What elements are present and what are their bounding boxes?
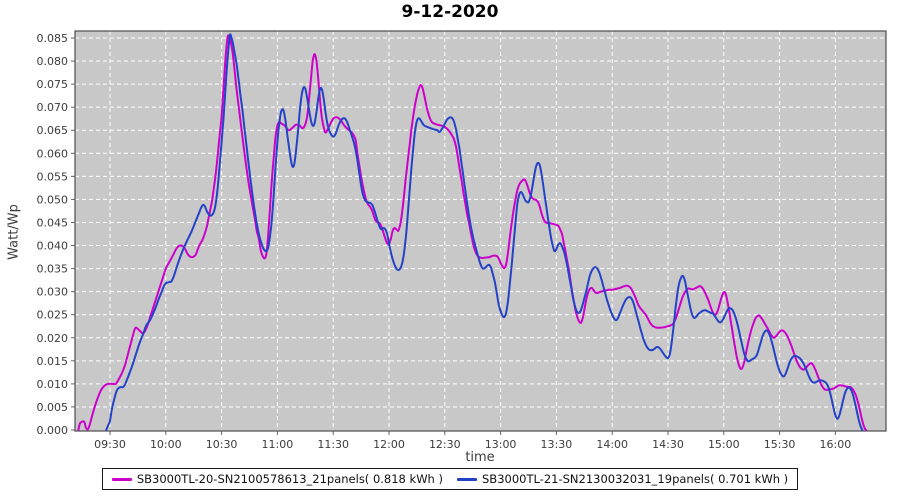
y-tick-label: 0.055 bbox=[37, 170, 69, 183]
y-tick-label: 0.065 bbox=[37, 124, 69, 137]
y-tick-label: 0.045 bbox=[37, 216, 69, 229]
y-tick-label: 0.070 bbox=[37, 101, 69, 114]
x-tick-label: 13:30 bbox=[541, 438, 573, 451]
legend-label: SB3000TL-21-SN2130032031_19panels( 0.701… bbox=[482, 472, 789, 486]
legend-line-swatch bbox=[457, 477, 477, 481]
y-tick-label: 0.025 bbox=[37, 309, 69, 322]
x-tick-label: 15:00 bbox=[708, 438, 740, 451]
x-tick-label: 10:30 bbox=[206, 438, 238, 451]
legend-row: SB3000TL-20-SN2100578613_21panels( 0.818… bbox=[0, 468, 900, 490]
chart-title: 9-12-2020 bbox=[401, 2, 499, 22]
x-tick-label: 11:00 bbox=[262, 438, 294, 451]
y-tick-label: 0.075 bbox=[37, 78, 69, 91]
x-tick-label: 14:30 bbox=[652, 438, 684, 451]
plot-background bbox=[75, 31, 886, 431]
x-tick-label: 14:00 bbox=[596, 438, 628, 451]
legend-item-0: SB3000TL-20-SN2100578613_21panels( 0.818… bbox=[111, 472, 443, 486]
legend: SB3000TL-20-SN2100578613_21panels( 0.818… bbox=[101, 468, 799, 490]
y-tick-label: 0.005 bbox=[37, 401, 69, 414]
x-tick-label: 10:00 bbox=[150, 438, 182, 451]
y-tick-label: 0.010 bbox=[37, 378, 69, 391]
x-tick-label: 13:00 bbox=[485, 438, 517, 451]
y-tick-label: 0.040 bbox=[37, 240, 69, 253]
x-tick-label: 12:30 bbox=[429, 438, 461, 451]
y-tick-label: 0.020 bbox=[37, 332, 69, 345]
y-tick-label: 0.085 bbox=[37, 32, 69, 45]
y-tick-label: 0.030 bbox=[37, 286, 69, 299]
legend-label: SB3000TL-20-SN2100578613_21panels( 0.818… bbox=[136, 472, 443, 486]
x-axis-title: time bbox=[465, 450, 495, 465]
x-tick-label: 12:00 bbox=[373, 438, 405, 451]
x-tick-label: 11:30 bbox=[317, 438, 349, 451]
series-line-1 bbox=[105, 33, 864, 431]
legend-item-1: SB3000TL-21-SN2130032031_19panels( 0.701… bbox=[457, 472, 788, 486]
x-tick-label: 16:00 bbox=[820, 438, 852, 451]
y-tick-label: 0.050 bbox=[37, 193, 69, 206]
y-tick-label: 0.015 bbox=[37, 355, 69, 368]
legend-line-swatch bbox=[111, 477, 132, 481]
y-axis-title: Watt/Wp bbox=[6, 204, 22, 260]
x-tick-label: 15:30 bbox=[764, 438, 796, 451]
x-tick-label: 09:30 bbox=[94, 438, 126, 451]
y-tick-label: 0.000 bbox=[37, 424, 69, 437]
series-line-0 bbox=[77, 34, 868, 431]
y-tick-label: 0.080 bbox=[37, 55, 69, 68]
plot-border bbox=[74, 30, 887, 432]
y-tick-label: 0.035 bbox=[37, 263, 69, 276]
y-tick-label: 0.060 bbox=[37, 147, 69, 160]
